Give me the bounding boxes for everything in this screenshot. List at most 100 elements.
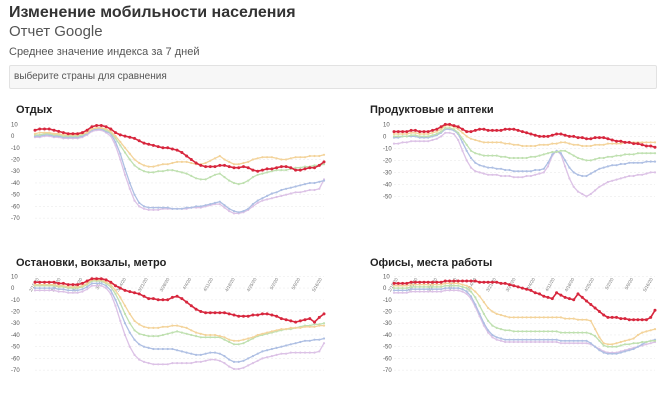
data-point [246,314,250,318]
data-point [85,279,89,283]
data-point [128,158,131,161]
data-point [392,291,396,294]
data-point [495,173,498,176]
x-tick-label: 4/25/20 [583,277,595,293]
data-point [161,170,164,173]
data-point [104,278,108,282]
data-point [199,310,203,313]
data-point [204,178,207,181]
data-point [615,345,618,348]
data-point [195,331,198,334]
data-point [414,290,417,293]
data-point [209,159,212,162]
data-point [521,144,524,148]
data-point [256,333,259,337]
data-point [401,287,404,290]
data-point [653,160,657,163]
data-point [171,331,174,334]
data-point [133,136,136,140]
data-point [452,289,455,292]
data-point [86,131,89,134]
data-point [289,343,292,346]
data-point [440,130,443,133]
y-tick-label: -70 [11,368,20,374]
data-point [598,339,601,342]
data-point [401,130,405,134]
data-point [313,338,316,341]
data-point [223,206,226,209]
data-point [594,143,597,146]
data-point [414,134,417,137]
data-point [551,330,554,333]
data-point [266,331,269,334]
data-point [478,280,482,284]
data-point [298,319,302,323]
data-point [180,331,183,334]
data-point [525,338,528,341]
data-point [482,280,486,284]
data-point [474,161,477,164]
data-point [581,144,584,148]
data-point [645,340,648,344]
data-point [533,133,537,137]
data-point [313,323,316,326]
data-point [133,199,136,202]
data-point [237,183,240,186]
data-point [611,345,614,348]
data-point [151,143,155,147]
data-point [598,185,601,188]
data-point [209,333,212,337]
data-point [623,153,627,156]
data-point [392,132,396,136]
data-point [109,292,112,295]
data-point [109,283,112,286]
y-tick-label: -50 [11,345,20,351]
data-point [392,130,396,134]
data-point [534,316,537,319]
x-tick-label: 4/11/20 [202,277,214,293]
data-point [410,134,413,137]
data-point [266,156,269,159]
data-point [213,157,217,160]
data-point [564,331,567,334]
data-point [542,167,545,170]
data-point [606,343,609,346]
country-selector[interactable]: выберите страны для сравнения [9,65,657,89]
data-point [142,294,146,298]
data-point [204,165,208,169]
data-point [512,340,515,344]
data-point [180,350,183,353]
data-point [525,287,529,291]
data-point [478,171,481,174]
data-point [57,284,60,287]
data-point [628,174,631,178]
data-point [105,281,108,284]
data-point [38,283,41,286]
y-tick-label: -40 [383,182,392,188]
data-point [542,134,546,138]
data-point [313,325,316,328]
data-point [580,295,584,299]
data-point [232,166,236,170]
data-point [448,131,451,134]
data-point [76,283,80,287]
data-point [232,367,236,371]
chart-title: Остановки, вокзалы, метро [16,257,167,269]
data-point [589,342,592,345]
data-point [628,153,631,156]
data-point [33,280,37,284]
data-point [653,171,657,174]
data-point [499,337,503,340]
data-point [576,331,580,334]
index-note: Среднее значение индекса за 7 дней [9,46,200,58]
data-point [649,342,652,345]
data-point [62,290,65,293]
data-point [405,289,408,292]
data-point [190,329,193,332]
data-point [270,330,273,333]
data-point [491,166,494,169]
data-point [57,132,60,135]
data-point [180,325,183,328]
data-point [623,162,627,166]
data-point [114,140,117,143]
